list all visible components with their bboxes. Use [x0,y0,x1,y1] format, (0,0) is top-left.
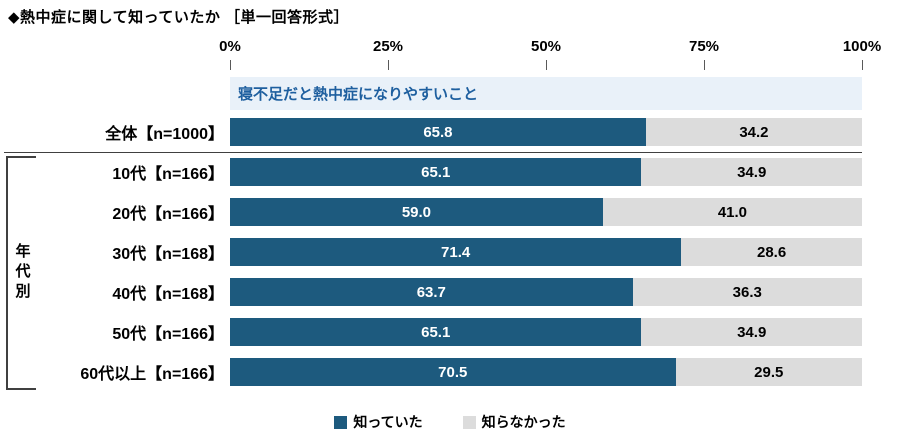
bar-row: 30代【n=168】 71.4 28.6 [0,238,862,266]
legend-label: 知らなかった [481,414,566,430]
bar-segment-knew: 71.4 [230,238,682,266]
question-label: 寝不足だと熱中症になりやすいこと [238,86,479,103]
legend: 知っていた 知らなかった [0,412,900,432]
stacked-bar: 59.0 41.0 [230,198,862,226]
row-label: 50代【n=166】 [112,326,224,343]
bar-segment-knew: 65.8 [230,118,646,146]
axis-tick-mark [546,60,547,70]
question-band: 寝不足だと熱中症になりやすいこと [230,77,862,110]
bar-segment-knew: 59.0 [230,198,603,226]
bar-row: 20代【n=166】 59.0 41.0 [0,198,862,226]
bar-segment-did-not-know: 29.5 [675,358,862,386]
bar-segment-did-not-know: 41.0 [602,198,862,226]
row-label: 20代【n=166】 [112,206,224,223]
age-group-label: 年代別 [13,243,31,303]
bar-row: 10代【n=166】 65.1 34.9 [0,158,862,186]
axis-tick-mark [388,60,389,70]
stacked-bar: 71.4 28.6 [230,238,862,266]
stacked-bar: 63.7 36.3 [230,278,862,306]
bar-row: 全体【n=1000】 65.8 34.2 [0,118,862,146]
stacked-bar: 65.1 34.9 [230,158,862,186]
row-label: 60代以上【n=166】 [80,366,224,383]
bar-segment-did-not-know: 36.3 [632,278,862,306]
bar-row: 60代以上【n=166】 70.5 29.5 [0,358,862,386]
bar-segment-did-not-know: 34.2 [645,118,862,146]
axis-tick-label: 25% [372,38,404,55]
bar-segment-did-not-know: 34.9 [641,158,862,186]
bar-rows: 全体【n=1000】 65.8 34.2 10代【n=166】 65.1 34.9 20代【… [0,118,862,386]
bar-segment-knew: 65.1 [230,318,642,346]
legend-label: 知っていた [353,414,423,430]
page-title: ◆熱中症に関して知っていたか ［単一回答形式］ [8,9,350,26]
row-label: 40代【n=168】 [112,286,224,303]
legend-swatch [334,415,348,429]
bar-segment-knew: 63.7 [230,278,633,306]
bar-row: 40代【n=168】 63.7 36.3 [0,278,862,306]
axis-tick-label: 100% [842,38,882,55]
stacked-bar: 70.5 29.5 [230,358,862,386]
axis-tick-label: 0% [219,38,241,55]
row-label: 10代【n=166】 [112,166,224,183]
bar-segment-did-not-know: 34.9 [641,318,862,346]
axis-tick-label: 75% [688,38,720,55]
axis-tick-label: 50% [530,38,562,55]
bar-segment-knew: 65.1 [230,158,642,186]
legend-item: 知らなかった [462,412,566,432]
separator-line [4,152,862,153]
stacked-bar: 65.1 34.9 [230,318,862,346]
stacked-bar: 65.8 34.2 [230,118,862,146]
age-group-bracket: 年代別 [6,156,36,390]
row-label: 30代【n=168】 [112,246,224,263]
bar-row: 50代【n=166】 65.1 34.9 [0,318,862,346]
axis-tick-mark [704,60,705,70]
bar-segment-did-not-know: 28.6 [681,238,862,266]
legend-item: 知っていた [334,412,423,432]
bar-segment-knew: 70.5 [230,358,676,386]
axis-tick-mark [230,60,231,70]
legend-swatch [462,415,476,429]
row-label: 全体【n=1000】 [105,126,224,143]
axis-tick-mark [862,60,863,70]
